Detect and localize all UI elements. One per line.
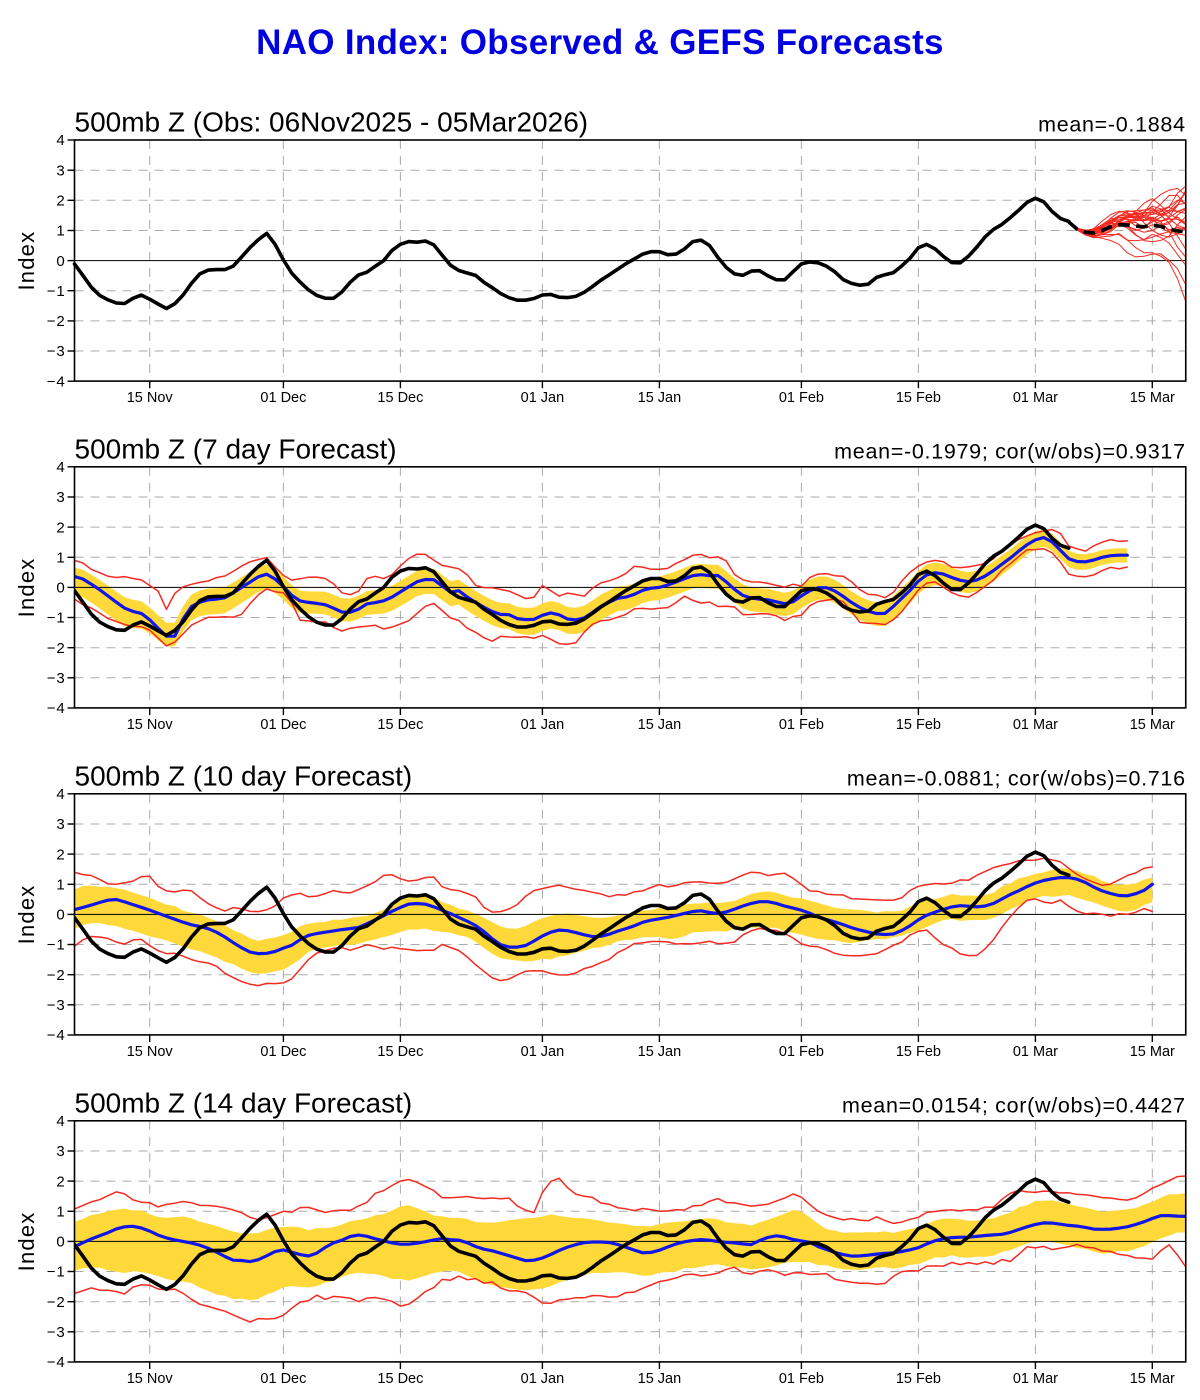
- svg-text:15 Mar: 15 Mar: [1130, 1371, 1175, 1387]
- svg-text:500mb Z (Obs: 06Nov2025 - 05Ma: 500mb Z (Obs: 06Nov2025 - 05Mar2026): [75, 107, 589, 138]
- svg-text:1: 1: [56, 223, 65, 240]
- svg-text:01 Jan: 01 Jan: [521, 390, 565, 406]
- svg-text:500mb Z (10 day Forecast): 500mb Z (10 day Forecast): [75, 760, 413, 791]
- svg-text:mean=-0.0881; cor(w/obs)=0.716: mean=-0.0881; cor(w/obs)=0.716: [847, 766, 1186, 790]
- svg-text:−4: −4: [47, 1027, 66, 1044]
- svg-text:Index: Index: [14, 557, 39, 617]
- svg-text:Index: Index: [14, 1211, 39, 1271]
- svg-text:01 Mar: 01 Mar: [1013, 717, 1058, 733]
- svg-text:mean=-0.1979; cor(w/obs)=0.931: mean=-0.1979; cor(w/obs)=0.9317: [834, 439, 1186, 463]
- svg-text:Index: Index: [14, 231, 39, 291]
- svg-text:3: 3: [56, 816, 65, 833]
- svg-text:2: 2: [56, 846, 65, 863]
- svg-text:01 Jan: 01 Jan: [521, 1044, 565, 1060]
- svg-text:15 Jan: 15 Jan: [638, 1371, 682, 1387]
- svg-text:15 Feb: 15 Feb: [896, 1371, 941, 1387]
- svg-text:−2: −2: [47, 1294, 66, 1311]
- svg-text:2: 2: [56, 1173, 65, 1190]
- svg-text:01 Jan: 01 Jan: [521, 1371, 565, 1387]
- svg-text:0: 0: [56, 580, 65, 597]
- svg-text:01 Dec: 01 Dec: [260, 1044, 306, 1060]
- svg-text:−1: −1: [47, 937, 66, 954]
- svg-text:−1: −1: [47, 283, 66, 300]
- svg-text:01 Feb: 01 Feb: [779, 1371, 824, 1387]
- svg-text:15 Feb: 15 Feb: [896, 717, 941, 733]
- svg-text:500mb Z (7 day Forecast): 500mb Z (7 day Forecast): [75, 433, 397, 464]
- svg-text:4: 4: [56, 132, 65, 149]
- svg-text:15 Dec: 15 Dec: [377, 717, 423, 733]
- svg-text:3: 3: [56, 1143, 65, 1160]
- svg-text:NAO Index: Observed & GEFS For: NAO Index: Observed & GEFS Forecasts: [256, 23, 944, 62]
- svg-text:15 Dec: 15 Dec: [377, 390, 423, 406]
- svg-text:0: 0: [56, 907, 65, 924]
- svg-text:15 Dec: 15 Dec: [377, 1371, 423, 1387]
- svg-text:−2: −2: [47, 967, 66, 984]
- svg-text:0: 0: [56, 253, 65, 270]
- svg-text:4: 4: [56, 459, 65, 476]
- svg-text:15 Mar: 15 Mar: [1130, 717, 1175, 733]
- svg-text:15 Jan: 15 Jan: [638, 390, 682, 406]
- svg-text:−3: −3: [47, 670, 66, 687]
- svg-text:01 Mar: 01 Mar: [1013, 390, 1058, 406]
- svg-text:15 Nov: 15 Nov: [127, 1044, 174, 1060]
- svg-text:Index: Index: [14, 884, 39, 944]
- svg-text:01 Feb: 01 Feb: [779, 390, 824, 406]
- svg-text:2: 2: [56, 193, 65, 210]
- svg-text:01 Jan: 01 Jan: [521, 717, 565, 733]
- svg-text:3: 3: [56, 489, 65, 506]
- svg-text:15 Nov: 15 Nov: [127, 390, 174, 406]
- svg-text:mean=-0.1884: mean=-0.1884: [1038, 113, 1186, 137]
- svg-text:−2: −2: [47, 640, 66, 657]
- svg-text:01 Dec: 01 Dec: [260, 390, 306, 406]
- svg-text:4: 4: [56, 1113, 65, 1130]
- svg-text:01 Dec: 01 Dec: [260, 1371, 306, 1387]
- svg-text:15 Jan: 15 Jan: [638, 717, 682, 733]
- svg-text:−4: −4: [47, 1354, 66, 1371]
- svg-text:−4: −4: [47, 373, 66, 390]
- svg-text:3: 3: [56, 162, 65, 179]
- svg-text:01 Feb: 01 Feb: [779, 717, 824, 733]
- svg-text:1: 1: [56, 877, 65, 894]
- svg-text:15 Mar: 15 Mar: [1130, 1044, 1175, 1060]
- svg-text:4: 4: [56, 786, 65, 803]
- svg-text:01 Feb: 01 Feb: [779, 1044, 824, 1060]
- svg-text:−4: −4: [47, 700, 66, 717]
- svg-text:−2: −2: [47, 313, 66, 330]
- svg-text:15 Nov: 15 Nov: [127, 1371, 174, 1387]
- svg-text:15 Feb: 15 Feb: [896, 390, 941, 406]
- svg-text:2: 2: [56, 519, 65, 536]
- svg-text:1: 1: [56, 1204, 65, 1221]
- svg-text:−1: −1: [47, 610, 66, 627]
- svg-text:15 Nov: 15 Nov: [127, 717, 174, 733]
- svg-text:01 Dec: 01 Dec: [260, 717, 306, 733]
- svg-text:−3: −3: [47, 343, 66, 360]
- svg-text:0: 0: [56, 1234, 65, 1251]
- svg-text:15 Mar: 15 Mar: [1130, 390, 1175, 406]
- svg-text:500mb Z (14 day Forecast): 500mb Z (14 day Forecast): [75, 1087, 413, 1118]
- svg-text:01 Mar: 01 Mar: [1013, 1371, 1058, 1387]
- svg-text:mean=0.0154; cor(w/obs)=0.4427: mean=0.0154; cor(w/obs)=0.4427: [842, 1093, 1186, 1117]
- svg-text:−3: −3: [47, 997, 66, 1014]
- svg-text:15 Jan: 15 Jan: [638, 1044, 682, 1060]
- svg-text:−1: −1: [47, 1264, 66, 1281]
- svg-text:15 Feb: 15 Feb: [896, 1044, 941, 1060]
- svg-text:15 Dec: 15 Dec: [377, 1044, 423, 1060]
- svg-text:1: 1: [56, 550, 65, 567]
- svg-text:−3: −3: [47, 1324, 66, 1341]
- svg-text:01 Mar: 01 Mar: [1013, 1044, 1058, 1060]
